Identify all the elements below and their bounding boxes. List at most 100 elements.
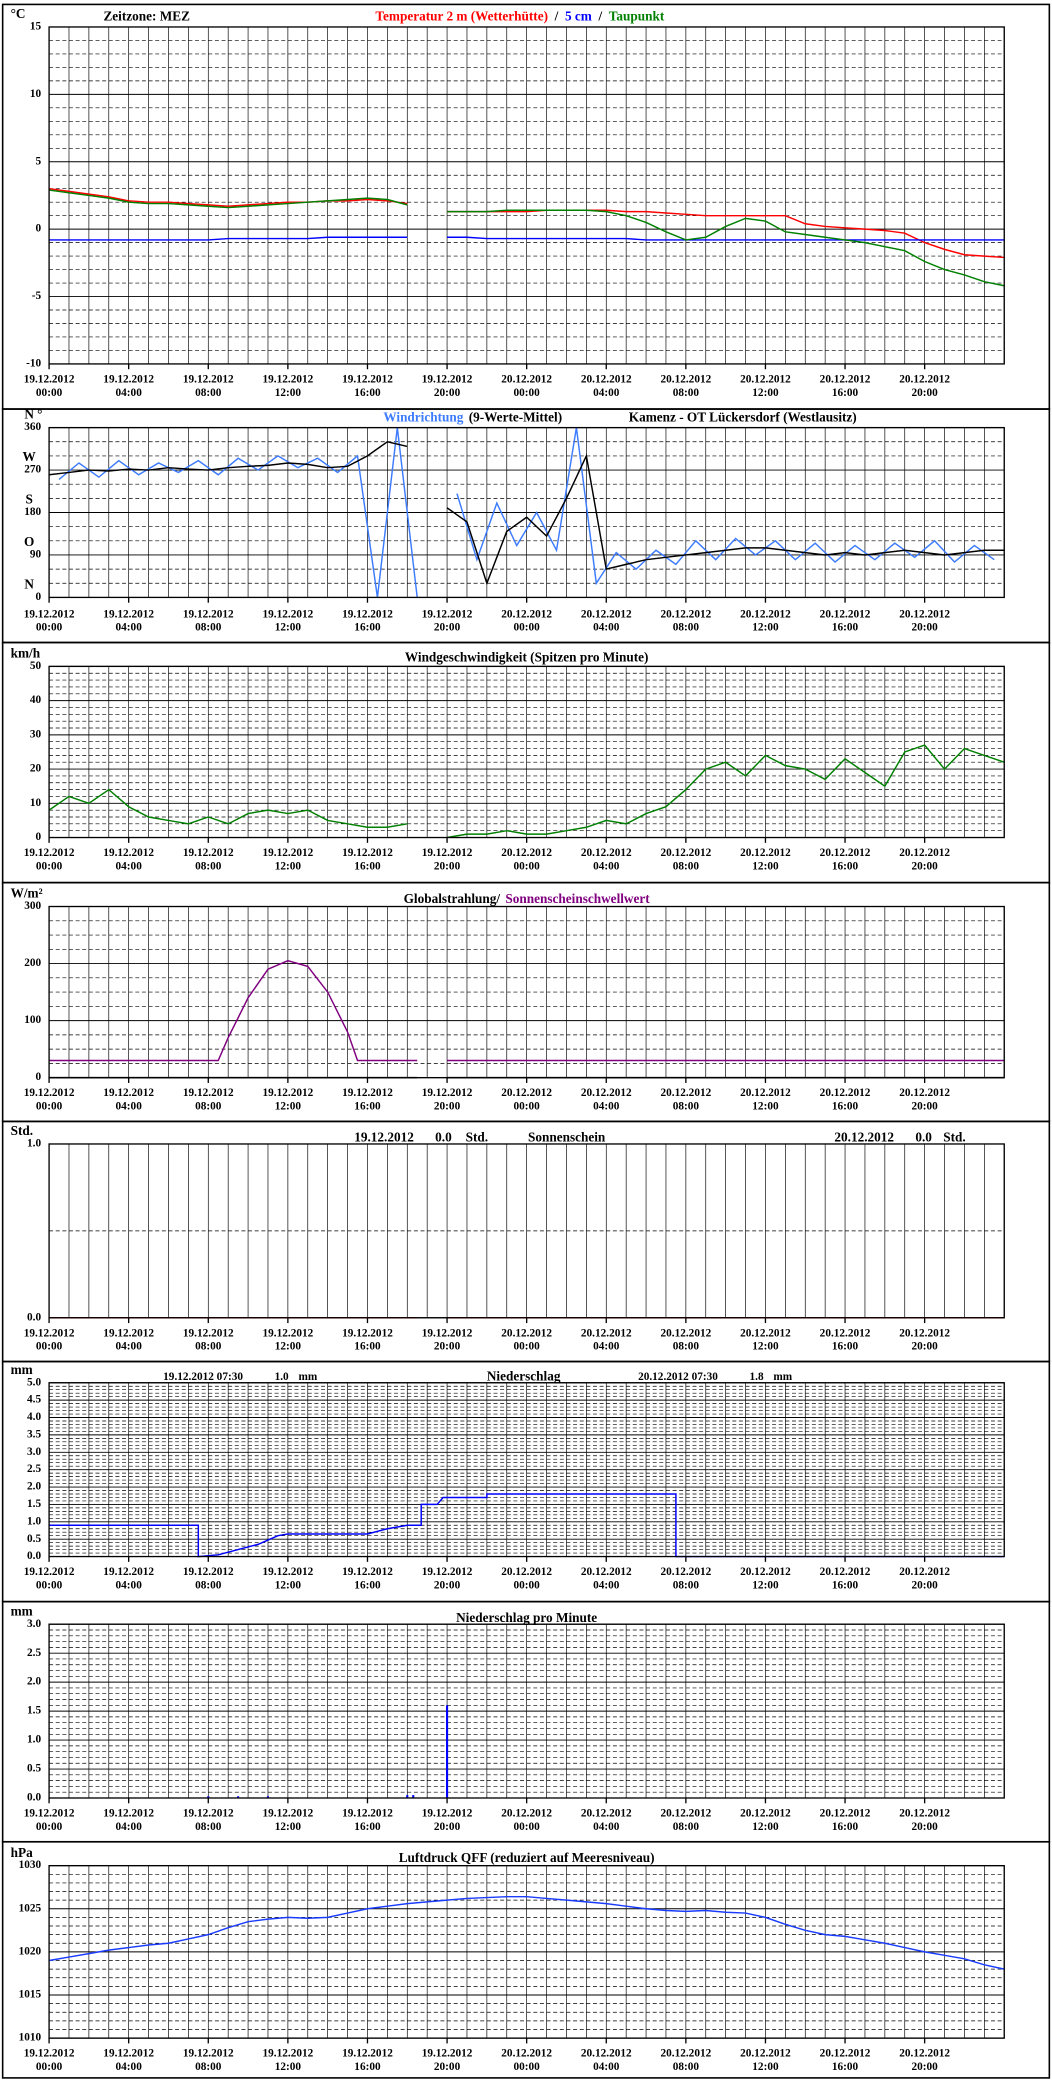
x-tick-label-box: 19.12.2012 16:00 bbox=[342, 1085, 393, 1113]
x-tick-label-box: 20.12.2012 08:00 bbox=[660, 372, 711, 399]
x-tick-label-box: 19.12.2012 04:00 bbox=[103, 845, 155, 873]
x-tick-label-box: 19.12.2012 20:00 bbox=[421, 1325, 473, 1353]
x-tick-label-box: 20.12.2012 20:00 bbox=[899, 1326, 950, 1353]
daily-date: 20.12.2012 bbox=[834, 1130, 894, 1145]
x-tick-label-box: 19.12.2012 20:00 bbox=[421, 1805, 473, 1833]
x-tick-label: 20.12.2012 20:00 bbox=[899, 2046, 951, 2073]
x-tick-label: 19.12.2012 00:00 bbox=[23, 1325, 75, 1353]
x-tick-label: 20.12.2012 16:00 bbox=[819, 845, 871, 873]
x-tick-label: 20.12.2012 08:00 bbox=[660, 1325, 712, 1353]
legend-entry: Sonnenscheinschwellwert bbox=[505, 891, 650, 906]
y-tick-label: 1030 bbox=[19, 1859, 42, 1871]
x-tick-label-box: 19.12.2012 08:00 bbox=[183, 607, 234, 634]
legend-entry: 5 cm bbox=[565, 9, 592, 24]
x-tick-label: 19.12.2012 20:00 bbox=[421, 1325, 473, 1353]
daily-unit: mm bbox=[298, 1371, 317, 1383]
y-tick-label: 30 bbox=[30, 728, 42, 740]
y-unit: mm bbox=[11, 1603, 33, 1618]
y-unit: Std. bbox=[11, 1123, 33, 1138]
x-tick-label: 19.12.2012 00:00 bbox=[23, 845, 75, 873]
x-tick-label: 19.12.2012 04:00 bbox=[103, 1085, 155, 1113]
x-tick-label: 19.12.2012 12:00 bbox=[262, 371, 314, 399]
x-tick-label-box: 19.12.2012 16:00 bbox=[342, 607, 393, 634]
x-tick-label-box: 20.12.2012 12:00 bbox=[740, 2046, 791, 2073]
x-tick-label: 19.12.2012 04:00 bbox=[103, 1325, 155, 1353]
data-line bbox=[49, 959, 1005, 1062]
y-tick-label: 100 bbox=[24, 1014, 41, 1026]
y-tick-label: 3.0 bbox=[27, 1618, 41, 1630]
chart-title: Niederschlag bbox=[487, 1369, 561, 1384]
x-tick-label-box: 20.12.2012 20:00 bbox=[899, 2046, 951, 2073]
legend-separator: / bbox=[597, 9, 602, 24]
x-tick-label: 20.12.2012 04:00 bbox=[580, 371, 632, 399]
x-tick-label-box: 19.12.2012 16:00 bbox=[342, 371, 393, 399]
x-tick-label: 20.12.2012 16:00 bbox=[819, 1085, 871, 1113]
x-tick-label: 19.12.2012 16:00 bbox=[342, 1325, 393, 1353]
plot-frame bbox=[48, 905, 1005, 1079]
y-tick-label: 1020 bbox=[19, 1945, 42, 1957]
x-tick-label: 20.12.2012 16:00 bbox=[819, 1805, 871, 1833]
bar bbox=[237, 1796, 240, 1798]
legend-separator: / bbox=[495, 891, 500, 906]
y-tick-label: 2.5 bbox=[27, 1647, 41, 1659]
x-tick-label: 19.12.2012 00:00 bbox=[23, 2046, 75, 2073]
x-tick-label: 19.12.2012 16:00 bbox=[342, 371, 393, 399]
x-tick-label: 19.12.2012 20:00 bbox=[421, 1564, 473, 1592]
x-tick-label: 20.12.2012 20:00 bbox=[899, 371, 951, 399]
x-tick-label-box: 20.12.2012 04:00 bbox=[581, 1326, 632, 1353]
x-tick-label: 19.12.2012 12:00 bbox=[262, 845, 314, 873]
y-tick-label: 0 bbox=[35, 223, 41, 235]
x-tick-label-box: 20.12.2012 12:00 bbox=[740, 845, 791, 872]
y-tick-label: 4.0 bbox=[27, 1411, 41, 1423]
x-tick-label-box: 19.12.2012 20:00 bbox=[421, 1564, 473, 1592]
y-unit: ° bbox=[37, 407, 42, 422]
y-tick-label: 1.5 bbox=[27, 1705, 41, 1717]
y-tick-label: 2.0 bbox=[27, 1676, 41, 1688]
x-tick-label-box: 19.12.2012 04:00 bbox=[103, 1565, 154, 1592]
y-tick-label: 20 bbox=[30, 763, 42, 775]
plot-frame bbox=[48, 26, 1005, 365]
x-tick-label-box: 19.12.2012 08:00 bbox=[183, 1086, 234, 1113]
x-tick-label: 19.12.2012 04:00 bbox=[103, 845, 155, 873]
x-tick-label-box: 19.12.2012 04:00 bbox=[103, 1085, 155, 1113]
x-tick-label-box: 19.12.2012 12:00 bbox=[263, 1565, 314, 1592]
x-tick-label: 20.12.2012 12:00 bbox=[740, 1805, 791, 1833]
x-tick-label-box: 19.12.2012 04:00 bbox=[103, 372, 154, 399]
x-tick-label: 20.12.2012 16:00 bbox=[819, 1564, 871, 1592]
x-tick-label-box: 20.12.2012 12:00 bbox=[740, 1565, 791, 1592]
x-tick-label-box: 20.12.2012 12:00 bbox=[740, 1805, 791, 1833]
x-tick-label: 19.12.2012 12:00 bbox=[262, 2046, 314, 2073]
y-tick-label: -10 bbox=[26, 358, 41, 370]
x-tick-label-box: 19.12.2012 20:00 bbox=[422, 845, 473, 872]
direction-label: S bbox=[25, 492, 32, 507]
y-tick-label: 0.0 bbox=[27, 1550, 41, 1562]
x-tick-label-box: 19.12.2012 16:00 bbox=[342, 1806, 393, 1833]
x-tick-label-box: 19.12.2012 16:00 bbox=[342, 1325, 393, 1353]
x-tick-label: 19.12.2012 16:00 bbox=[342, 845, 393, 873]
y-unit: km/h bbox=[11, 646, 41, 661]
data-line bbox=[48, 744, 1005, 839]
x-tick-label: 20.12.2012 16:00 bbox=[819, 1325, 871, 1353]
x-tick-label: 20.12.2012 12:00 bbox=[740, 1085, 791, 1113]
x-tick-label-box: 20.12.2012 12:00 bbox=[740, 1085, 791, 1113]
x-tick-label: 19.12.2012 20:00 bbox=[421, 1805, 473, 1833]
x-tick-label-box: 19.12.2012 20:00 bbox=[422, 372, 473, 399]
x-tick-label-box: 19.12.2012 08:00 bbox=[183, 1326, 234, 1353]
x-tick-label: 20.12.2012 04:00 bbox=[580, 1805, 632, 1833]
x-tick-label: 19.12.2012 16:00 bbox=[342, 1085, 393, 1113]
x-tick-label-box: 19.12.2012 00:00 bbox=[24, 1086, 75, 1113]
x-tick-label-box: 20.12.2012 00:00 bbox=[501, 1326, 552, 1353]
legend-entry: Temperatur 2 m (Wetterhütte) bbox=[375, 9, 548, 24]
x-tick-label-box: 20.12.2012 16:00 bbox=[819, 845, 871, 873]
y-tick-label: 0.0 bbox=[27, 1311, 41, 1323]
x-tick-label-box: 20.12.2012 04:00 bbox=[581, 1086, 632, 1113]
x-tick-label-box: 20.12.2012 04:00 bbox=[581, 1565, 632, 1592]
legend: Windrichtung (9-Werte-Mittel) bbox=[383, 409, 562, 424]
y-tick-label: 90 bbox=[30, 549, 42, 561]
x-tick-label-box: 20.12.2012 00:00 bbox=[501, 1806, 552, 1833]
daily-total: 1.0 bbox=[275, 1371, 289, 1383]
x-tick-label: 19.12.2012 08:00 bbox=[182, 371, 234, 399]
x-tick-label: 20.12.2012 12:00 bbox=[740, 2046, 791, 2073]
